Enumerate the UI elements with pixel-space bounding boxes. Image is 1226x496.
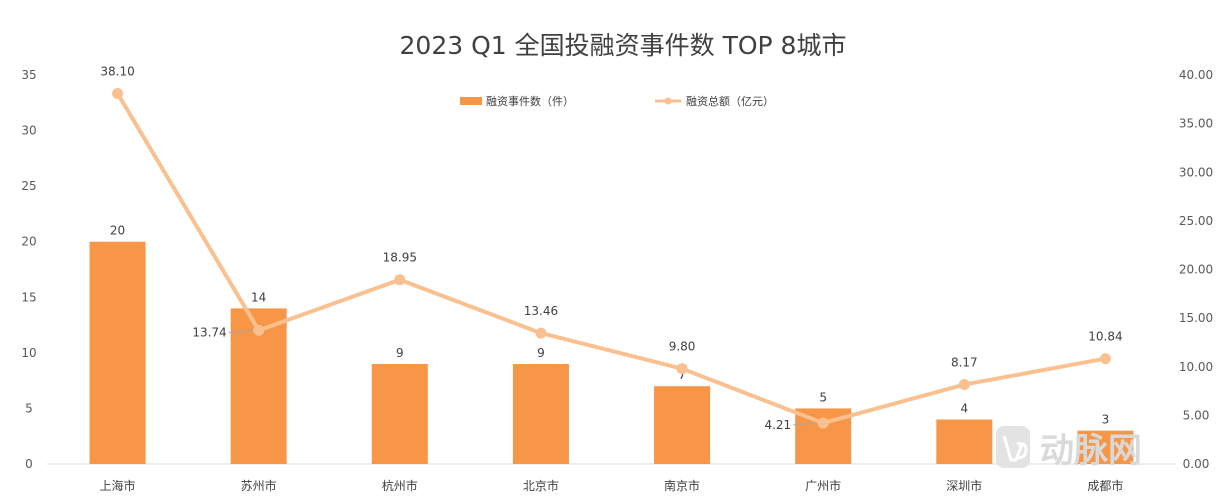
legend-line-label: 融资总额（亿元） (686, 94, 774, 108)
line-data-label: 4.21 (764, 418, 791, 432)
line-path (115, 92, 1106, 426)
line-data-label: 8.17 (951, 356, 978, 370)
left-axis-tick-label: 30 (21, 124, 36, 138)
left-axis-tick-label: 35 (21, 68, 36, 82)
left-axis-tick-label: 10 (21, 346, 36, 360)
left-axis-tick-label: 25 (21, 179, 36, 193)
left-axis-tick-label: 0 (25, 457, 33, 471)
line-point (1099, 353, 1111, 365)
right-axis-tick-label: 0.00 (1183, 457, 1210, 471)
legend: 融资事件数（件） 融资总额（亿元） (460, 94, 774, 108)
left-axis-tick-label: 20 (21, 235, 36, 249)
category-label: 北京市 (523, 478, 559, 493)
line-data-label: 9.80 (669, 340, 696, 354)
line-point (676, 363, 688, 375)
bar-data-label: 14 (251, 290, 266, 304)
legend-bar-label: 融资事件数（件） (486, 95, 574, 108)
line-point (394, 274, 406, 286)
bar-series: 20 14 9 9 7 5 4 3 (89, 224, 1134, 464)
category-label: 苏州市 (241, 478, 277, 493)
category-label: 杭州市 (382, 478, 418, 493)
bar (1077, 430, 1134, 464)
category-label: 上海市 (100, 478, 136, 493)
bar-data-label: 20 (110, 224, 125, 238)
bar (89, 241, 146, 464)
right-y-axis: 0.00 5.00 10.00 15.00 20.00 25.00 30.00 35.00 40… (1179, 68, 1213, 471)
bar-data-label: 3 (1102, 413, 1110, 427)
right-axis-tick-label: 10.00 (1179, 360, 1213, 374)
line-data-label: 13.74 (192, 325, 226, 339)
right-axis-tick-label: 5.00 (1183, 408, 1210, 422)
legend-line-marker (664, 97, 672, 105)
bar-data-label: 7 (678, 368, 686, 382)
right-axis-tick-label: 30.00 (1179, 165, 1213, 179)
bar-data-label: 5 (819, 390, 827, 404)
line-point (958, 379, 970, 391)
bar (654, 386, 711, 464)
left-y-axis: 0 5 10 15 20 25 30 35 (21, 68, 36, 471)
bar (371, 363, 428, 464)
bar-data-label: 9 (396, 346, 404, 360)
bar-data-label: 9 (537, 346, 545, 360)
line-label-leader (793, 422, 818, 426)
line-data-label: 13.46 (524, 304, 558, 318)
right-axis-tick-label: 25.00 (1179, 214, 1213, 228)
line-series: 38.10 13.74 18.95 13.46 9.80 4.21 8.17 10.84 (100, 64, 1122, 432)
category-label: 成都市 (1087, 478, 1123, 493)
line-point (535, 327, 547, 339)
bar (936, 419, 993, 464)
legend-bar-swatch (460, 97, 482, 105)
line-point (253, 324, 265, 336)
right-axis-tick-label: 15.00 (1179, 311, 1213, 325)
line-point (112, 87, 124, 99)
line-data-label: 38.10 (100, 64, 134, 78)
left-axis-tick-label: 15 (21, 290, 36, 304)
bar-data-label: 4 (960, 402, 968, 416)
line-data-label: 18.95 (383, 251, 417, 265)
line-label-leader (228, 329, 253, 333)
right-axis-tick-label: 20.00 (1179, 263, 1213, 277)
category-label: 深圳市 (946, 478, 982, 493)
vb-logo-glyph (1002, 435, 1028, 462)
watermark-text: 动脉网 (1040, 431, 1142, 471)
right-axis-tick-label: 35.00 (1179, 117, 1213, 131)
chart-title: 2023 Q1 全国投融资事件数 TOP 8城市 (400, 31, 847, 60)
bar (512, 363, 569, 464)
line-point (817, 417, 829, 429)
category-label: 南京市 (664, 478, 700, 493)
line-data-label: 10.84 (1088, 330, 1122, 344)
watermark: 动脉网 (996, 426, 1142, 471)
category-axis-labels: 上海市 苏州市 杭州市 北京市 南京市 广州市 深圳市 成都市 (100, 478, 1124, 493)
right-axis-tick-label: 40.00 (1179, 68, 1213, 82)
left-axis-tick-label: 5 (25, 401, 33, 415)
category-label: 广州市 (805, 478, 841, 493)
